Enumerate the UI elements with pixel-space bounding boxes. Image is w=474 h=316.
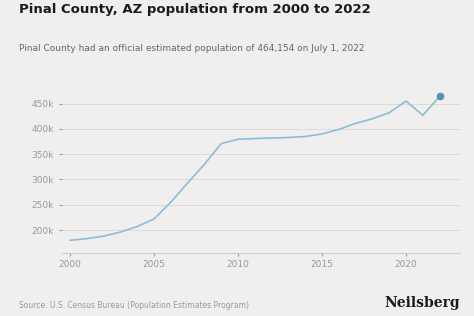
Text: Source: U.S. Census Bureau (Population Estimates Program): Source: U.S. Census Bureau (Population E… <box>19 301 249 310</box>
Text: Pinal County had an official estimated population of 464,154 on July 1, 2022: Pinal County had an official estimated p… <box>19 44 365 53</box>
Point <box>436 94 443 99</box>
Text: Pinal County, AZ population from 2000 to 2022: Pinal County, AZ population from 2000 to… <box>19 3 371 16</box>
Text: Neilsberg: Neilsberg <box>384 296 460 310</box>
